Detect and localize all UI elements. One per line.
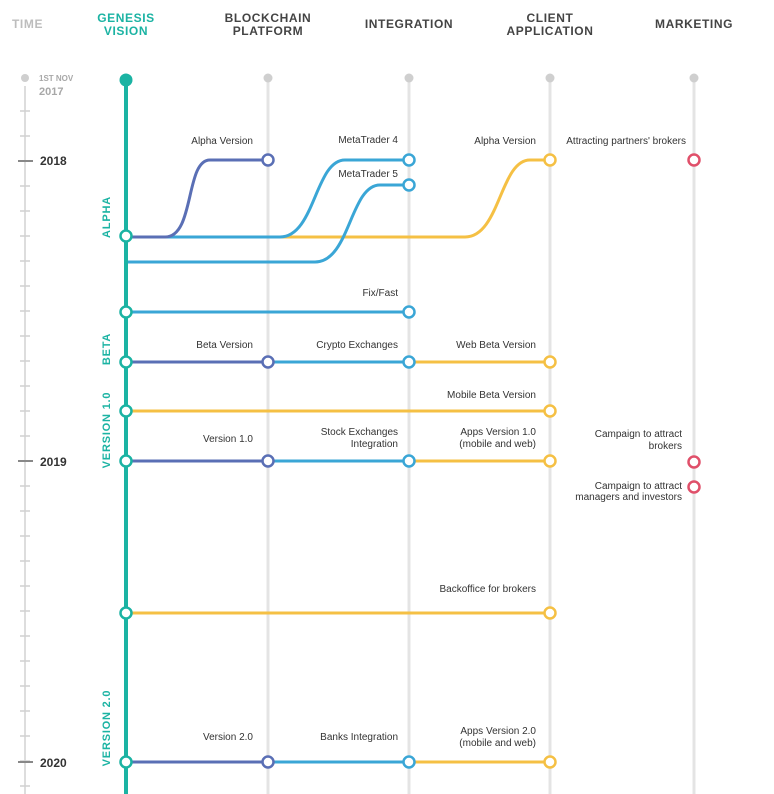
node-integration-stock xyxy=(402,454,416,468)
label-web-beta: Web Beta Version xyxy=(456,340,536,351)
header-blockchain-line2: PLATFORM xyxy=(233,24,304,38)
branch-yellow-alpha-client xyxy=(124,158,552,239)
main-timeline-start-dot xyxy=(119,73,133,87)
milestone-nodes xyxy=(119,153,701,769)
label-banks-integration: Banks Integration xyxy=(320,732,398,743)
node-blockchain-v20 xyxy=(261,755,275,769)
year-2020: 2020 xyxy=(40,756,67,770)
node-integration-fix-fast xyxy=(402,305,416,319)
node-main-backoffice xyxy=(119,606,133,620)
label-alpha-version-blockchain: Alpha Version xyxy=(191,136,253,147)
node-marketing-campaign-brokers xyxy=(687,455,701,469)
header-blockchain-line1: BLOCKCHAIN xyxy=(225,11,312,25)
branches xyxy=(124,158,552,764)
label-apps10-line1: Apps Version 1.0 xyxy=(460,427,536,438)
column-lines xyxy=(263,73,699,794)
time-axis-start-dot xyxy=(21,74,29,82)
label-apps20-line1: Apps Version 2.0 xyxy=(460,726,536,737)
time-ticks xyxy=(20,110,30,787)
phase-version-2: VERSION 2.0 xyxy=(101,690,113,767)
node-blockchain-v10 xyxy=(261,454,275,468)
label-beta-version: Beta Version xyxy=(196,340,253,351)
node-main-fix-fast xyxy=(119,305,133,319)
node-client-mobile-beta xyxy=(543,404,557,418)
label-metatrader5: MetaTrader 5 xyxy=(338,169,398,180)
label-fix-fast: Fix/Fast xyxy=(362,288,398,299)
column-dot-client xyxy=(545,73,555,83)
header-time: TIME xyxy=(12,17,43,31)
label-attracting-brokers: Attracting partners' brokers xyxy=(566,136,686,147)
node-main-beta xyxy=(119,355,133,369)
node-integration-banks xyxy=(402,755,416,769)
label-apps10-line2: (mobile and web) xyxy=(459,439,536,450)
label-campaign-brokers-line2: brokers xyxy=(649,441,682,452)
node-marketing-brokers xyxy=(687,153,701,167)
node-main-alpha xyxy=(119,229,133,243)
branch-lightblue-metatrader5 xyxy=(124,183,411,264)
node-integration-metatrader5 xyxy=(402,178,416,192)
label-metatrader4: MetaTrader 4 xyxy=(338,135,398,146)
label-alpha-version-client: Alpha Version xyxy=(474,136,536,147)
node-blockchain-alpha xyxy=(261,153,275,167)
label-mobile-beta: Mobile Beta Version xyxy=(447,390,536,401)
header-client-line1: CLIENT xyxy=(527,11,574,25)
node-client-backoffice xyxy=(543,606,557,620)
header-genesis-line2: VISION xyxy=(104,24,148,38)
label-campaign-brokers-line1: Campaign to attract xyxy=(595,429,682,440)
phase-beta: BETA xyxy=(101,333,113,365)
branch-lightblue-metatrader4 xyxy=(124,158,411,239)
time-start-label: 1ST NOV xyxy=(39,74,74,83)
phase-version-1: VERSION 1.0 xyxy=(101,392,113,469)
time-start-year: 2017 xyxy=(39,86,63,98)
node-main-v10 xyxy=(119,454,133,468)
node-main-mobile-beta xyxy=(119,404,133,418)
year-2019: 2019 xyxy=(40,455,67,469)
node-blockchain-beta xyxy=(261,355,275,369)
label-backoffice: Backoffice for brokers xyxy=(439,584,536,595)
node-integration-metatrader4 xyxy=(402,153,416,167)
label-stock-exchanges-line2: Integration xyxy=(351,439,398,450)
column-dot-marketing xyxy=(689,73,699,83)
column-dot-integration xyxy=(404,73,414,83)
year-2018: 2018 xyxy=(40,154,67,168)
header-integration: INTEGRATION xyxy=(365,17,453,31)
node-client-apps20 xyxy=(543,755,557,769)
label-crypto-exchanges: Crypto Exchanges xyxy=(316,340,398,351)
node-client-web-beta xyxy=(543,355,557,369)
label-campaign-managers-line2: managers and investors xyxy=(575,492,682,503)
branch-blue-alpha-blockchain xyxy=(124,158,270,239)
header-marketing: MARKETING xyxy=(655,17,733,31)
header-client-line2: APPLICATION xyxy=(506,24,593,38)
node-main-v20 xyxy=(119,755,133,769)
label-stock-exchanges-line1: Stock Exchanges xyxy=(321,427,398,438)
label-apps20-line2: (mobile and web) xyxy=(459,738,536,749)
node-marketing-campaign-managers xyxy=(687,480,701,494)
label-campaign-managers-line1: Campaign to attract xyxy=(595,481,682,492)
column-dot-blockchain xyxy=(263,73,273,83)
label-version20: Version 2.0 xyxy=(203,732,253,743)
node-client-alpha xyxy=(543,153,557,167)
header-genesis-line1: GENESIS xyxy=(97,11,155,25)
label-version10: Version 1.0 xyxy=(203,434,253,445)
phase-alpha: ALPHA xyxy=(101,196,113,238)
node-integration-crypto xyxy=(402,355,416,369)
time-axis xyxy=(18,74,33,794)
node-client-apps10 xyxy=(543,454,557,468)
